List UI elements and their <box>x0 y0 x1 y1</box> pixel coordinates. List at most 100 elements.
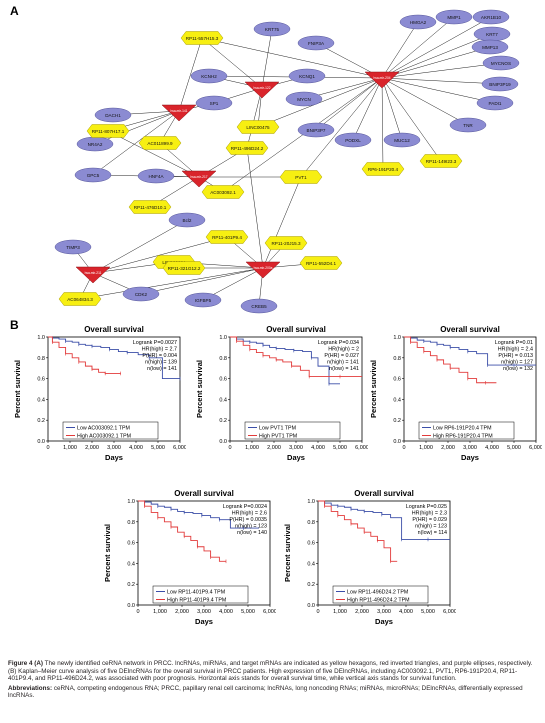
km-stat-text: n(high) = 127 <box>501 360 533 366</box>
lncrna-node: RP11-20J15.3 <box>264 236 308 250</box>
km-title: Overall survival <box>440 325 500 334</box>
x-tick-label: 0 <box>316 609 319 615</box>
legend-label: Low AC003092.1 TPM <box>77 426 130 432</box>
svg-text:hsa-mir-211: hsa-mir-211 <box>85 271 102 275</box>
mirna-node: hsa-mir-217 <box>181 170 217 188</box>
km-series-line <box>48 336 121 374</box>
lncrna-node: AC003092.1 <box>201 185 245 199</box>
y-axis-label: Percent survival <box>283 524 292 582</box>
km-legend <box>418 421 515 440</box>
lncrna-node: RP11-557H15.3 <box>180 31 224 45</box>
svg-text:hsa-mir-141: hsa-mir-141 <box>170 109 187 113</box>
svg-text:AC003092.1: AC003092.1 <box>210 190 236 195</box>
svg-text:hsa-mir-122: hsa-mir-122 <box>253 86 270 90</box>
y-tick-label: 0.2 <box>393 418 401 424</box>
panel-a-label: A <box>10 4 19 18</box>
y-tick-label: 0.2 <box>127 582 135 588</box>
mrna-node: KCNQ1 <box>288 68 326 84</box>
network-edge <box>201 37 383 79</box>
km-stat-text: P(HR) = 0.004 <box>142 353 177 359</box>
abbreviations-lead: Abbreviations: <box>8 684 53 692</box>
mrna-node: BNIP3P19 <box>481 76 519 92</box>
mrna-node: CREB5 <box>240 298 278 314</box>
legend-label: Low RP6-191P20.4 TPM <box>433 426 492 432</box>
y-tick-label: 0.4 <box>37 397 45 403</box>
figure-caption: Figure 4 (A) The newly identified ceRNA … <box>8 660 538 702</box>
km-legend <box>244 421 341 440</box>
y-tick-label: 0.8 <box>37 356 45 362</box>
lncrna-node: AC011899.9 <box>138 136 182 150</box>
mirna-node: hsa-mir-204 <box>364 71 400 89</box>
x-tick-label: 1,000 <box>245 445 259 451</box>
svg-text:AC064834.3: AC064834.3 <box>67 297 93 302</box>
network-edge <box>92 219 188 274</box>
network-edge <box>381 77 496 104</box>
panel-b-label: B <box>10 318 19 332</box>
x-tick-label: 0 <box>228 445 231 451</box>
network-edge <box>381 77 501 85</box>
svg-text:IGFBP5: IGFBP5 <box>195 298 212 303</box>
svg-text:PADI1: PADI1 <box>489 101 502 106</box>
x-tick-label: 4,000 <box>219 609 233 615</box>
km-stat-text: n(low) = 132 <box>503 366 533 372</box>
x-tick-label: 1,000 <box>333 609 347 615</box>
mrna-node: MYCN <box>285 91 323 107</box>
network-edge <box>246 147 264 269</box>
caption-lead: Figure 4 (A) <box>8 660 43 667</box>
mrna-node: HNF4A <box>137 168 175 184</box>
km-stat-text: n(high) = 123 <box>235 524 267 530</box>
lncrna-node: AC064834.3 <box>58 292 102 306</box>
x-tick-label: 3,000 <box>463 445 477 451</box>
svg-text:GPC5: GPC5 <box>87 173 100 178</box>
svg-text:RP11-496D24.2: RP11-496D24.2 <box>231 146 264 151</box>
mrna-node: IGFBP5 <box>184 292 222 308</box>
y-tick-label: 0.6 <box>127 541 135 547</box>
km-legend <box>62 421 159 440</box>
network-edge <box>140 267 264 295</box>
legend-label: High PVT1 TPM <box>259 434 297 440</box>
lncrna-node: RP11-807H17.1 <box>86 124 130 138</box>
mrna-node: KCNH2 <box>190 68 228 84</box>
x-tick-label: 4,000 <box>311 445 325 451</box>
svg-text:RP11-321G12.2: RP11-321G12.2 <box>168 266 201 271</box>
x-tick-label: 1,000 <box>419 445 433 451</box>
y-tick-label: 0.4 <box>393 397 401 403</box>
x-tick-label: 4,000 <box>399 609 413 615</box>
svg-text:TNR: TNR <box>463 123 473 128</box>
mrna-node: BNIP3P7 <box>297 122 335 138</box>
svg-text:KCNQ1: KCNQ1 <box>299 74 315 79</box>
network-edge <box>381 62 502 79</box>
mrna-node: MUC12 <box>383 132 421 148</box>
km-stat-text: Logrank P=0.0024 <box>223 504 267 510</box>
mrna-node: KRT75 <box>253 21 291 37</box>
svg-text:HNF4A: HNF4A <box>148 174 164 179</box>
x-tick-label: 6,000 <box>173 445 186 451</box>
km-stat-text: n(low) = 114 <box>418 530 447 536</box>
svg-text:KCNH2: KCNH2 <box>201 74 217 79</box>
km-series-line <box>404 336 497 384</box>
lncrna-node: RP6-191P20.4 <box>361 162 405 176</box>
y-tick-label: 0.2 <box>307 582 315 588</box>
svg-text:PVT1: PVT1 <box>295 175 307 180</box>
svg-text:BNIP3P19: BNIP3P19 <box>489 82 511 87</box>
y-tick-label: 0.4 <box>127 561 135 567</box>
svg-text:RP11-401P9.4: RP11-401P9.4 <box>212 235 242 240</box>
svg-text:SP1: SP1 <box>210 101 219 106</box>
mrna-node: TNR <box>449 117 487 133</box>
svg-text:Bcl2: Bcl2 <box>183 218 192 223</box>
y-tick-label: 0.2 <box>219 418 227 424</box>
y-axis-label: Percent survival <box>369 360 378 418</box>
svg-text:PODXL: PODXL <box>345 138 361 143</box>
network-edge <box>222 77 383 193</box>
network-edge <box>381 21 419 79</box>
lncrna-node: RP11-401P9.4 <box>205 230 249 244</box>
km-stat-text: P(HR) = 0.013 <box>498 353 533 359</box>
x-tick-label: 3,000 <box>107 445 121 451</box>
y-tick-label: 0.0 <box>37 439 45 445</box>
km-title: Overall survival <box>266 325 326 334</box>
svg-text:RP11-20J15.3: RP11-20J15.3 <box>271 241 300 246</box>
abbreviations-text: ceRNA, competing endogenous RNA; PRCC, p… <box>8 684 523 700</box>
mrna-node: GPC5 <box>74 167 112 183</box>
network-edge <box>352 77 383 141</box>
svg-text:hsa-mir-200a: hsa-mir-200a <box>254 266 273 270</box>
